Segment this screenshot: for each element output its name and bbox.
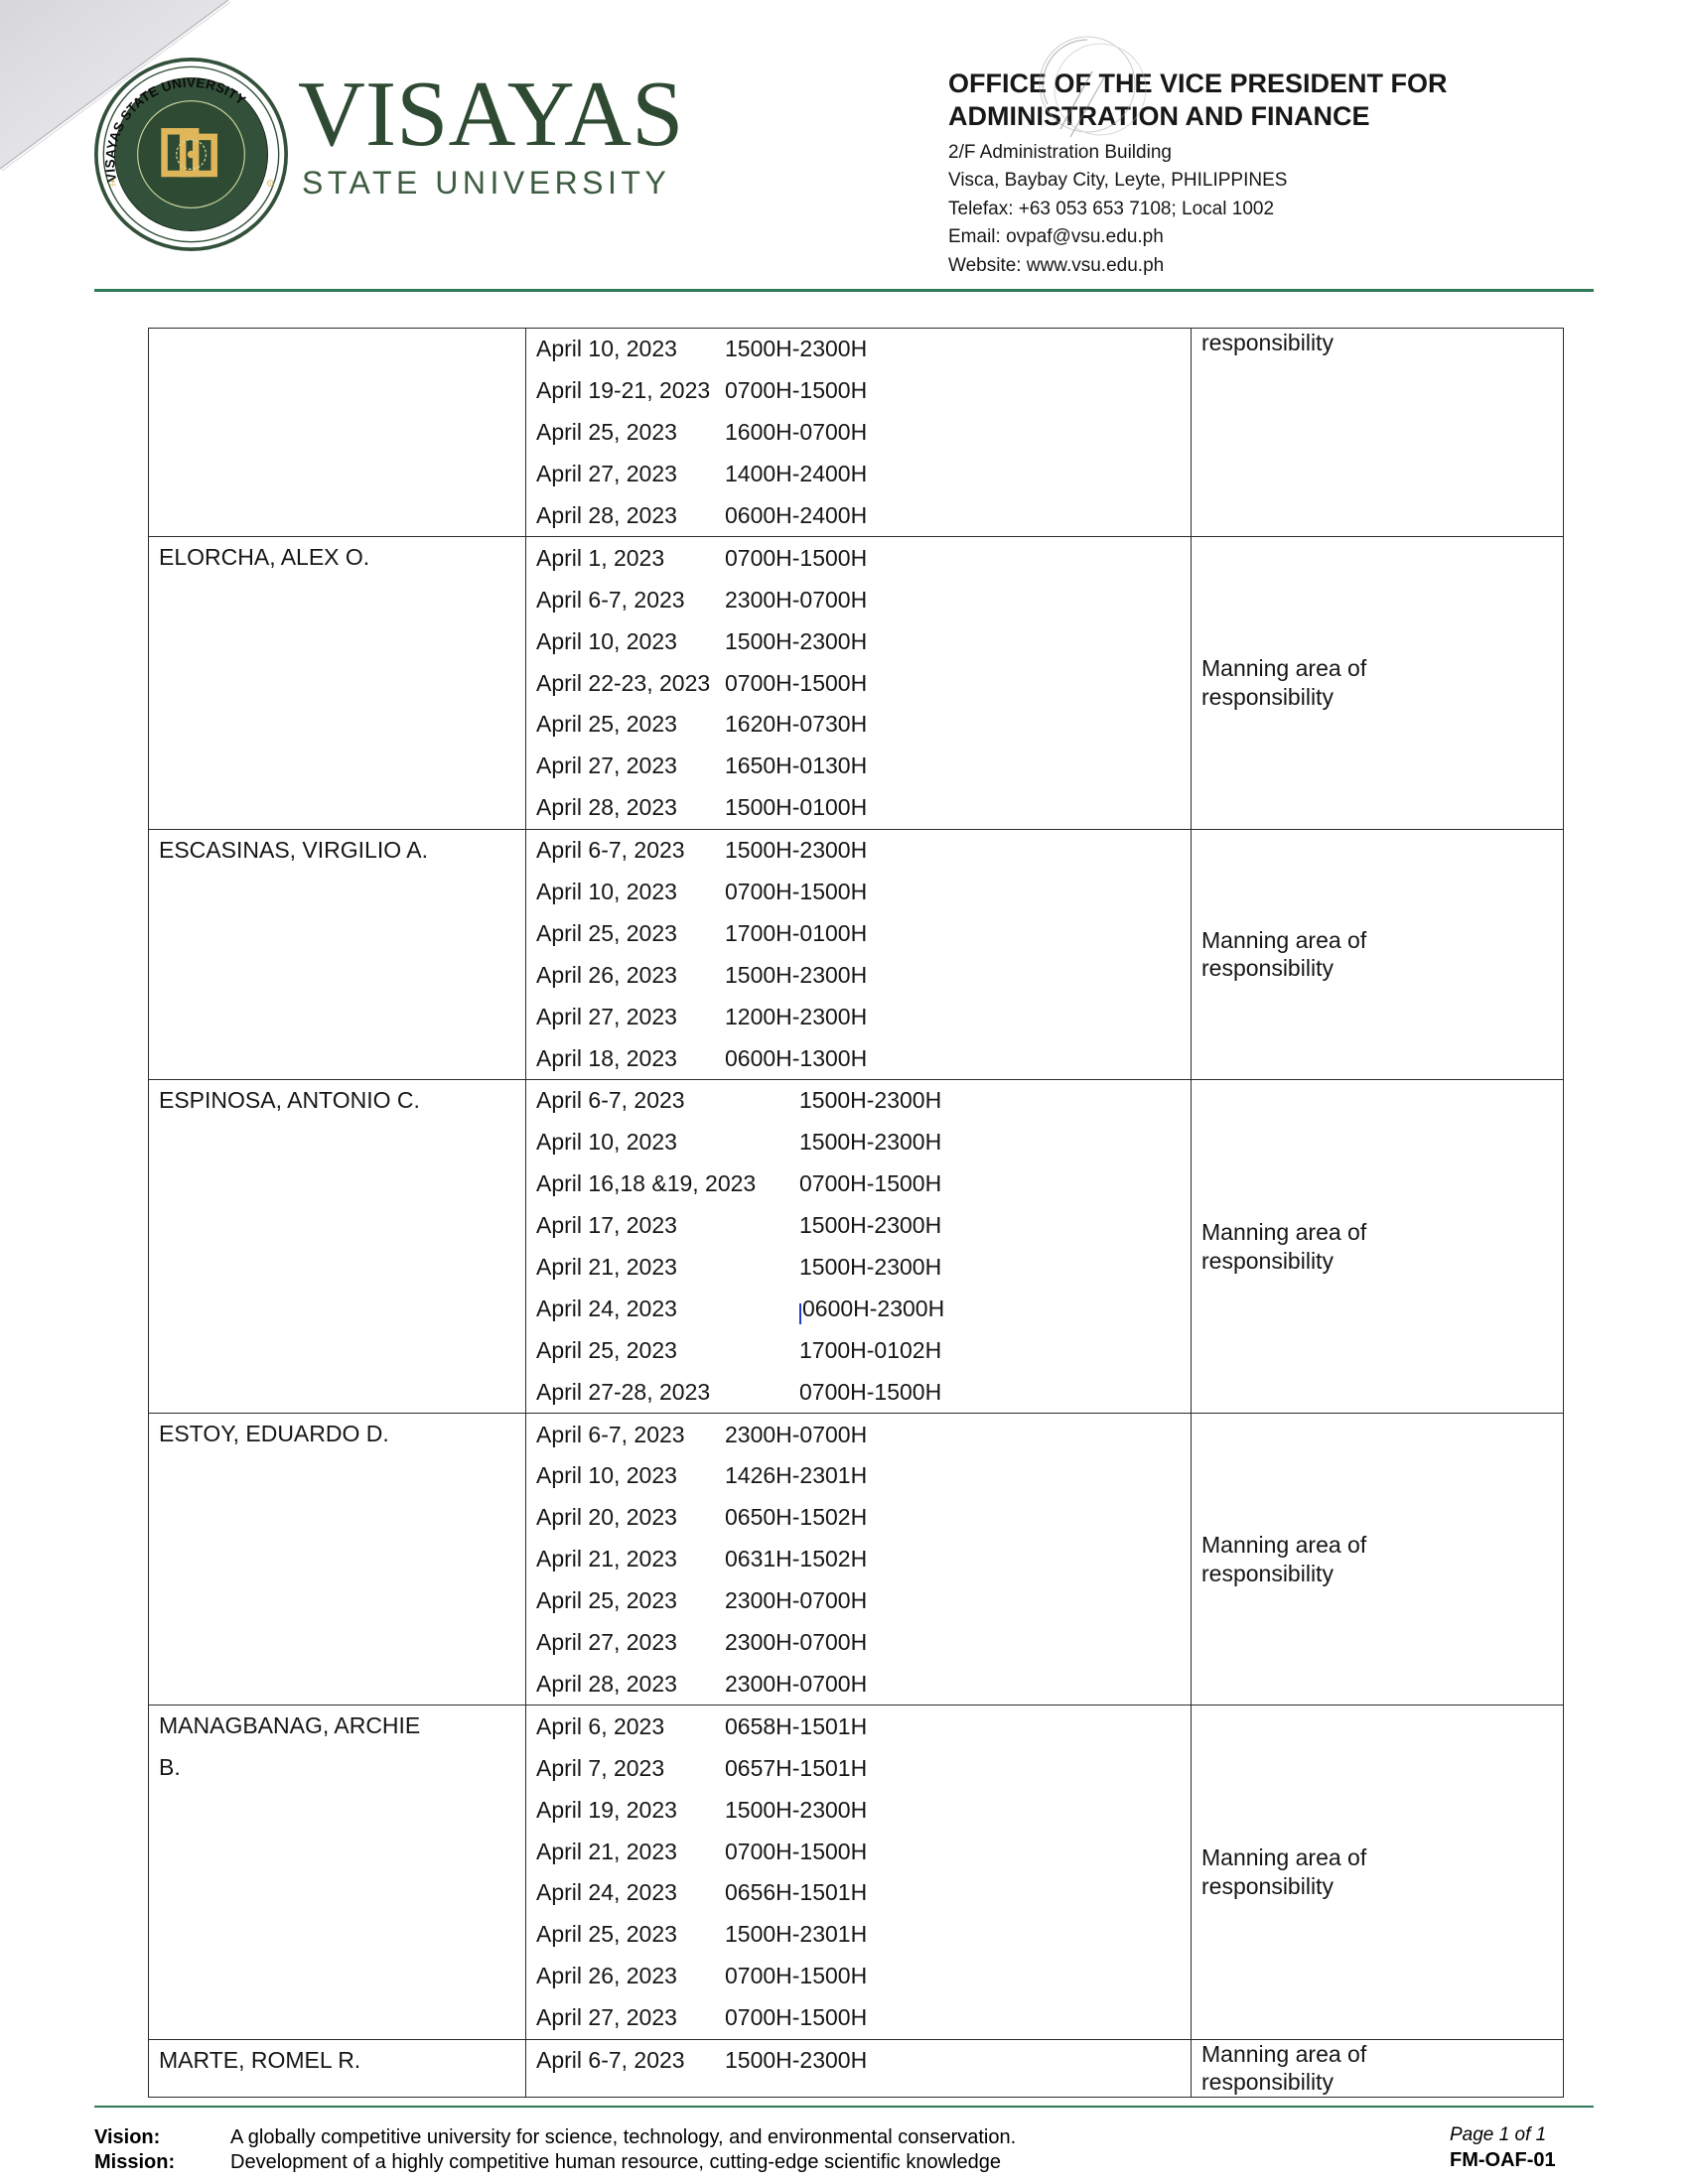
svg-text:⚙: ⚙ (266, 179, 275, 190)
